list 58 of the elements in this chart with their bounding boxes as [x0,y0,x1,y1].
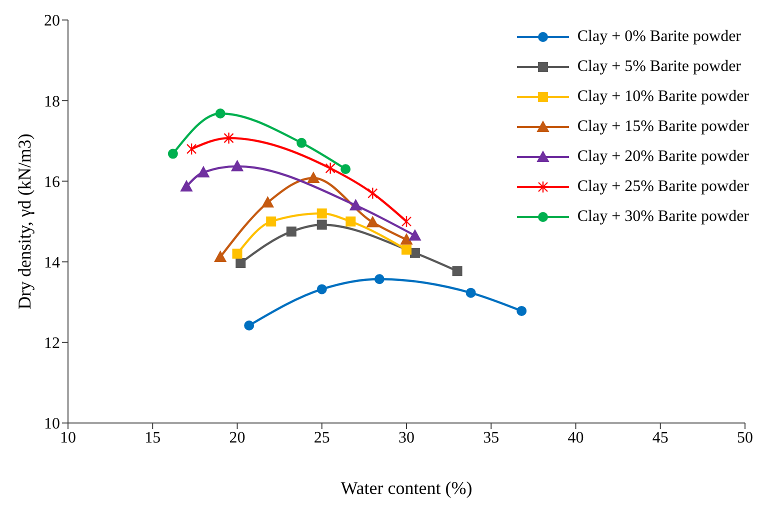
x-tick-label: 30 [398,429,414,446]
point [180,180,192,192]
point [346,216,356,226]
point [374,274,384,284]
x-tick-label: 15 [144,429,161,446]
point [262,196,274,208]
point [215,108,226,118]
point [400,234,412,245]
x-tick-label: 45 [652,429,668,446]
legend-label: Clay + 5% Barite powder [577,58,741,76]
point [401,215,412,228]
point [307,172,320,183]
point [286,226,296,237]
y-axis-title: Dry density, γd (kN/m3) [14,134,34,310]
y-tick-label: 16 [44,174,60,191]
point [368,187,378,200]
legend-label: Clay + 20% Barite powder [577,148,749,166]
y-tick-label: 14 [44,254,60,272]
point [316,208,327,218]
x-tick-label: 50 [737,429,753,446]
legend-label: Clay + 25% Barite powder [577,178,749,196]
point [350,199,362,210]
point [366,216,379,228]
y-tick-label: 20 [44,12,60,30]
point [244,320,254,330]
point [340,164,351,174]
point [296,138,307,148]
point [232,248,242,259]
point [516,306,527,316]
point [197,166,210,178]
point [325,162,336,174]
point [408,230,421,241]
point [231,160,244,172]
x-tick-label: 25 [314,429,330,446]
x-tick-label: 10 [60,429,76,446]
x-tick-label: 20 [229,429,246,446]
x-tick-label: 35 [483,429,500,446]
legend-label: Clay + 15% Barite powder [577,118,749,136]
point [316,284,327,294]
point [410,248,420,258]
point [236,258,246,268]
point [168,148,178,159]
point [214,250,226,262]
legend-label: Clay + 30% Barite powder [577,208,749,226]
x-tick-label: 40 [568,429,584,446]
point [224,132,234,144]
point [466,288,476,298]
legend-label: Clay + 0% Barite powder [577,28,741,46]
point [266,216,276,226]
point [186,142,197,156]
legend-label: Clay + 10% Barite powder [577,88,749,106]
y-tick-label: 12 [44,335,60,352]
y-tick-label: 18 [44,93,60,110]
y-tick-label: 10 [44,416,60,433]
point [316,220,327,230]
x-axis-title: Water content (%) [340,478,472,498]
point [402,244,412,255]
point [452,266,462,276]
